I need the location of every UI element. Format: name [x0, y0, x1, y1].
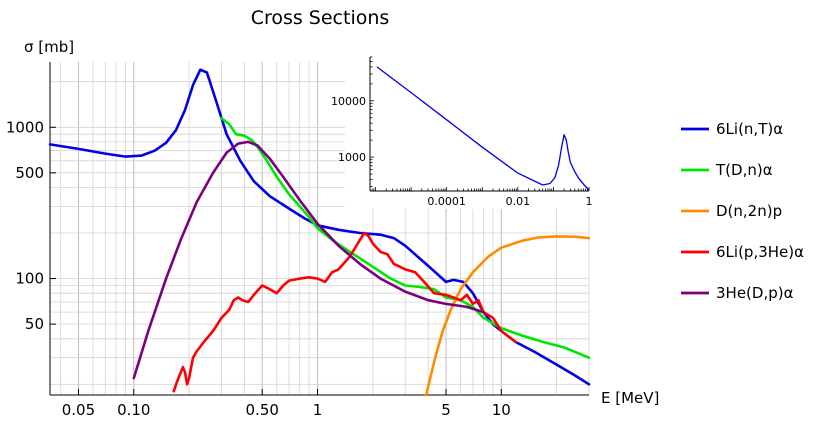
y-tick-label: 100: [15, 270, 44, 288]
legend-item: T(D,n)α: [681, 161, 773, 179]
series-line: [172, 231, 518, 393]
legend-label: 6Li(n,T)α: [716, 120, 783, 138]
inset-series-line: [376, 66, 590, 191]
y-axis-title: σ [mb]: [24, 38, 74, 56]
legend-label: 3He(D,p)α: [716, 284, 794, 302]
series-line: [132, 140, 485, 380]
legend-label: D(n,2n)p: [716, 202, 782, 220]
x-tick-label: 0.50: [246, 401, 279, 419]
main-axes: 0.05 0.10 0.50 1 5 10 50 100 500 1000: [6, 62, 589, 419]
inset-axes: 0.0001 0.01 1 1000 10000: [331, 56, 593, 208]
x-tick-label: 5: [441, 401, 451, 419]
legend-item: D(n,2n)p: [681, 202, 782, 220]
legend-item: 6Li(n,T)α: [681, 120, 783, 138]
inset-x-tick-label: 0.01: [506, 195, 531, 208]
legend: 6Li(n,T)α T(D,n)α D(n,2n)p 6Li(p,3He)α 3He(D…: [681, 120, 804, 302]
y-tick-label: 500: [15, 164, 44, 182]
inset-y-tick-label: 1000: [338, 151, 366, 164]
chart-title: Cross Sections: [251, 7, 390, 29]
x-tick-label: 0.10: [117, 401, 150, 419]
main-series: [48, 68, 591, 397]
inset-plot: 0.0001 0.01 1 1000 10000: [331, 56, 595, 209]
legend-label: 6Li(p,3He)α: [716, 243, 804, 261]
y-tick-label: 1000: [6, 118, 44, 136]
series-line: [424, 235, 591, 397]
inset-background: [345, 57, 595, 209]
x-tick-label: 0.05: [62, 401, 95, 419]
y-tick-label: 50: [25, 315, 44, 333]
inset-x-tick-label: 0.0001: [427, 195, 466, 208]
legend-label: T(D,n)α: [715, 161, 773, 179]
inset-series: [376, 66, 590, 191]
inset-x-tick-label: 1: [586, 195, 593, 208]
legend-item: 6Li(p,3He)α: [681, 243, 804, 261]
x-tick-label: 1: [313, 401, 323, 419]
legend-item: 3He(D,p)α: [681, 284, 794, 302]
inset-y-tick-label: 10000: [331, 95, 366, 108]
x-axis-title: E [MeV]: [601, 389, 659, 407]
x-tick-label: 10: [492, 401, 511, 419]
